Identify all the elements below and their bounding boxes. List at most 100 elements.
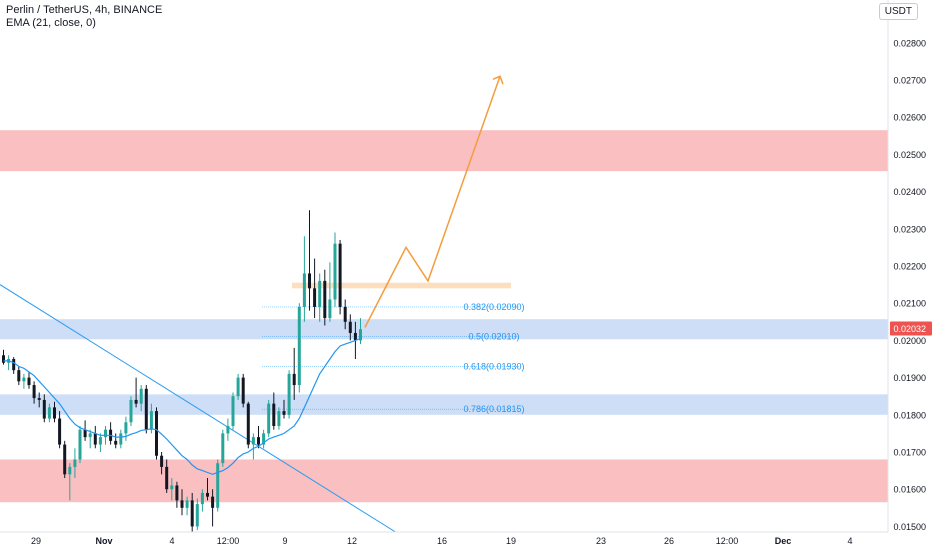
candle [359, 318, 362, 345]
candle-body [93, 433, 97, 445]
time-tick-label: 9 [282, 536, 287, 546]
candle-body [292, 373, 296, 386]
entry-zone [292, 282, 511, 289]
fib-label: 0.618(0.01930) [463, 361, 524, 371]
candle-body [134, 399, 138, 404]
candle [42, 394, 46, 423]
indicator-legend[interactable]: EMA (21, close, 0) [6, 17, 96, 29]
candle-body [328, 299, 332, 319]
candle [277, 407, 281, 430]
candle [338, 239, 342, 315]
candles-layer [2, 210, 362, 534]
candle-body [63, 444, 67, 475]
price-tick-label: 0.02400 [893, 187, 926, 197]
time-tick-label: 16 [437, 536, 447, 546]
candle-body [343, 306, 347, 322]
candle [226, 418, 230, 441]
candle [221, 429, 225, 467]
candle-body [12, 359, 16, 371]
ema-layer [3, 337, 361, 475]
candle [144, 385, 148, 434]
price-tick-label: 0.02300 [893, 224, 926, 234]
candle [93, 425, 97, 449]
candle [47, 403, 51, 423]
candle [22, 373, 26, 389]
price-tick-label: 0.02200 [893, 262, 926, 272]
candle-body [348, 321, 352, 333]
candle-body [124, 422, 128, 434]
candle-body [47, 407, 51, 419]
candle [68, 463, 72, 501]
candle [190, 492, 194, 534]
candle-body [323, 280, 327, 319]
candle [124, 416, 128, 441]
candle [83, 420, 87, 441]
candle [257, 425, 260, 449]
candle-body [58, 418, 62, 445]
price-tick-label: 0.02500 [893, 150, 926, 160]
candle [155, 407, 158, 460]
candle-body [206, 492, 209, 497]
price-tick-label: 0.01500 [893, 522, 926, 532]
candle-body [180, 500, 184, 508]
projection-layer [364, 75, 504, 328]
candle-body [27, 377, 31, 386]
time-tick-label: 29 [31, 536, 41, 546]
price-tick-label: 0.01800 [893, 410, 926, 420]
candle-body [231, 396, 235, 426]
candle [134, 377, 138, 408]
candle [302, 236, 306, 322]
candle [12, 357, 16, 374]
fib-layer: 0.382(0.02090) 0.5(0.02010) 0.618(0.01930)… [262, 302, 525, 414]
price-axis-bg [888, 0, 932, 550]
candle [267, 399, 271, 438]
candle [37, 392, 41, 408]
candle [282, 399, 286, 419]
candle-body [17, 370, 21, 382]
candle [292, 347, 296, 400]
candle-body [200, 492, 204, 505]
candle-body [2, 355, 5, 363]
currency-selector[interactable]: USDT [878, 3, 918, 20]
chart-title: Perlin / TetherUS, 4h, BINANCE [6, 4, 163, 16]
candle [180, 489, 184, 516]
zones-layer [0, 130, 888, 503]
candle-body [313, 288, 317, 307]
candle [328, 262, 332, 322]
candle [78, 425, 82, 464]
candle [119, 429, 123, 449]
candle [98, 433, 102, 453]
time-tick-label: 23 [596, 536, 606, 546]
price-tick-label: 0.02700 [893, 75, 926, 85]
candle-body [32, 385, 36, 399]
candle [216, 459, 220, 512]
candle [206, 478, 209, 501]
resistance-zone-upper [0, 130, 888, 172]
candle [236, 373, 240, 400]
candle [58, 411, 62, 449]
candle [7, 355, 11, 371]
candle [241, 373, 245, 408]
candle-body [226, 425, 230, 434]
candle [170, 478, 174, 501]
time-tick-label: 4 [847, 536, 852, 546]
price-tick-label: 0.02000 [893, 336, 926, 346]
candle-body [160, 455, 164, 467]
time-tick-label: 19 [506, 536, 516, 546]
candle-body [83, 429, 87, 438]
candle [165, 459, 169, 493]
candle [175, 481, 179, 508]
candle [272, 392, 276, 430]
candle-body [98, 437, 102, 445]
current-price-label: 0.02032 [893, 324, 926, 334]
candle-body [246, 403, 250, 445]
candle [32, 381, 36, 404]
price-tick-label: 0.02100 [893, 299, 926, 309]
candle-body [129, 399, 133, 423]
candle [139, 385, 143, 412]
candle [297, 303, 301, 393]
candle-body [338, 243, 342, 307]
